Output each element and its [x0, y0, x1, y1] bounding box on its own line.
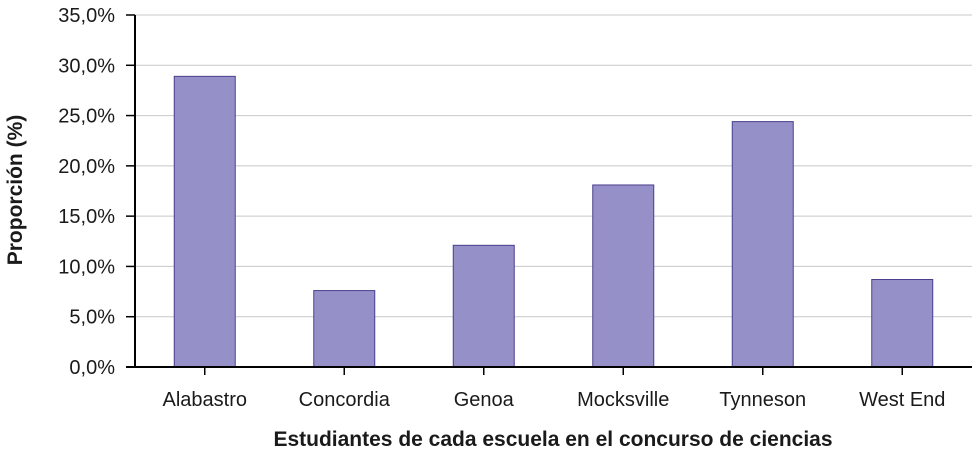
- bar-west-end: [871, 279, 934, 368]
- y-tick-label: 20,0%: [58, 156, 115, 178]
- x-tick-label: Tynneson: [719, 389, 806, 411]
- bar-tynneson: [731, 121, 794, 368]
- axes: [126, 14, 972, 375]
- y-tick-label: 5,0%: [69, 307, 115, 329]
- bars: [173, 75, 934, 368]
- bar-concordia: [313, 290, 376, 368]
- x-tick-label: Alabastro: [163, 389, 248, 411]
- bar-genoa: [452, 244, 515, 368]
- tick-labels: 0,0% 5,0% 10,0% 15,0% 20,0% 25,0% 30,0% 35,0% Al…: [58, 5, 945, 411]
- y-tick-label: 25,0%: [58, 106, 115, 128]
- gridlines: [135, 14, 972, 318]
- x-tick-label: Concordia: [299, 389, 391, 411]
- x-tick-label: Mocksville: [577, 389, 669, 411]
- x-tick-label: West End: [859, 389, 945, 411]
- x-axis-title: Estudiantes de cada escuela en el concur…: [273, 428, 832, 451]
- x-tick-label: Genoa: [454, 389, 515, 411]
- y-tick-label: 30,0%: [58, 55, 115, 77]
- y-axis-title: Proporción (%): [4, 115, 27, 266]
- y-tick-label: 15,0%: [58, 206, 115, 228]
- y-tick-label: 10,0%: [58, 256, 115, 278]
- bar-mocksville: [592, 184, 655, 368]
- bar-alabastro: [173, 75, 236, 368]
- y-tick-label: 35,0%: [58, 5, 115, 27]
- y-tick-label: 0,0%: [69, 357, 115, 379]
